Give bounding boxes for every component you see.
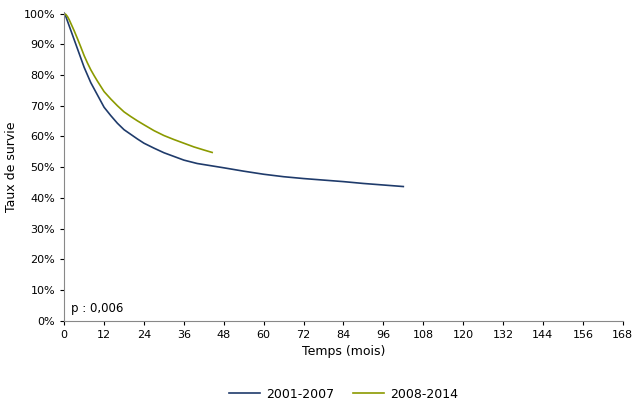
2001-2007 — [193, 161, 201, 166]
2001-2007 — [64, 19, 71, 24]
2001-2007 — [107, 113, 115, 118]
2008-2014 — [71, 28, 78, 33]
2008-2014 — [80, 53, 88, 58]
2008-2014 — [120, 109, 128, 114]
2008-2014 — [107, 97, 115, 101]
2001-2007 — [340, 179, 347, 184]
2001-2007 — [134, 136, 141, 141]
Line: 2008-2014: 2008-2014 — [64, 14, 212, 152]
2001-2007 — [379, 182, 387, 187]
2008-2014 — [160, 133, 168, 138]
2008-2014 — [100, 89, 108, 94]
2001-2007 — [320, 178, 327, 182]
2008-2014 — [170, 137, 178, 142]
2001-2007 — [300, 176, 308, 181]
2008-2014 — [127, 114, 135, 119]
2008-2014 — [97, 84, 105, 89]
2008-2014 — [87, 67, 94, 72]
2001-2007 — [77, 56, 85, 61]
2001-2007 — [60, 11, 68, 16]
Line: 2001-2007: 2001-2007 — [64, 14, 403, 186]
2001-2007 — [280, 174, 288, 179]
2001-2007 — [74, 47, 82, 51]
2008-2014 — [114, 103, 121, 108]
2001-2007 — [170, 154, 178, 159]
2008-2014 — [140, 122, 148, 127]
2008-2014 — [150, 128, 158, 133]
2008-2014 — [94, 79, 101, 83]
X-axis label: Temps (mois): Temps (mois) — [302, 345, 385, 358]
Y-axis label: Taux de survie: Taux de survie — [5, 121, 18, 212]
2008-2014 — [60, 11, 68, 16]
2001-2007 — [97, 99, 105, 103]
2001-2007 — [360, 181, 367, 186]
2001-2007 — [127, 132, 135, 137]
2008-2014 — [62, 12, 70, 17]
2008-2014 — [83, 61, 91, 65]
2008-2014 — [74, 36, 82, 41]
2001-2007 — [91, 87, 98, 91]
2001-2007 — [120, 127, 128, 132]
2001-2007 — [140, 141, 148, 146]
2001-2007 — [207, 163, 214, 168]
Text: p : 0,006: p : 0,006 — [71, 302, 123, 315]
2008-2014 — [180, 141, 187, 146]
2008-2014 — [65, 17, 73, 22]
2008-2014 — [67, 21, 74, 26]
2001-2007 — [62, 14, 70, 19]
Legend: 2001-2007, 2008-2014: 2001-2007, 2008-2014 — [223, 383, 464, 401]
2001-2007 — [87, 80, 94, 85]
2001-2007 — [220, 165, 228, 170]
2001-2007 — [83, 73, 91, 77]
2001-2007 — [150, 146, 158, 150]
2001-2007 — [240, 169, 248, 174]
2001-2007 — [80, 65, 88, 70]
2001-2007 — [71, 37, 78, 42]
2008-2014 — [190, 144, 198, 149]
2001-2007 — [100, 105, 108, 110]
2001-2007 — [114, 121, 121, 126]
2008-2014 — [64, 14, 71, 19]
2001-2007 — [160, 150, 168, 155]
2008-2014 — [77, 45, 85, 49]
2001-2007 — [94, 93, 101, 97]
2008-2014 — [134, 118, 141, 123]
2001-2007 — [260, 172, 268, 177]
2008-2014 — [208, 150, 216, 155]
2001-2007 — [399, 184, 407, 189]
2008-2014 — [91, 73, 98, 78]
2001-2007 — [65, 23, 73, 28]
2001-2007 — [67, 28, 74, 33]
2001-2007 — [180, 158, 187, 162]
2008-2014 — [200, 148, 207, 152]
